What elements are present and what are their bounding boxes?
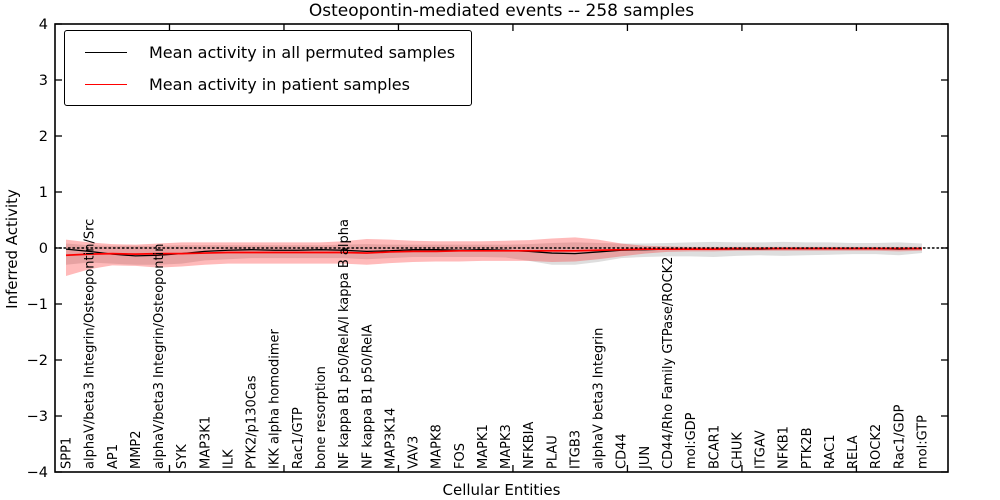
category-label: FOS — [453, 443, 468, 469]
category-label: PLAU — [545, 435, 560, 469]
category-label: CD44 — [615, 433, 630, 469]
category-label: alphaV/beta3 Integrin/Osteopontin — [152, 244, 167, 469]
category-label: AP1 — [106, 444, 121, 469]
category-label: ITGB3 — [568, 430, 583, 469]
category-label: ITGAV — [754, 430, 769, 469]
permuted-line-swatch — [85, 51, 127, 53]
category-label: bone resorption — [314, 366, 329, 469]
category-label: SYK — [175, 444, 190, 469]
category-label: Rac1/GDP — [892, 404, 907, 469]
category-label: PYK2/p130Cas — [245, 375, 260, 469]
category-label: mol:GTP — [916, 415, 931, 469]
y-tick-label: 2 — [39, 129, 48, 145]
y-tick-label: −3 — [27, 409, 48, 425]
category-label: JUN — [638, 446, 653, 470]
category-label: alphaV beta3 Integrin — [592, 328, 607, 469]
patient-samples-range-band — [66, 237, 922, 276]
category-label: MMP2 — [129, 430, 144, 469]
category-label: ILK — [221, 449, 236, 469]
category-label: IKK alpha homodimer — [268, 328, 283, 469]
category-label: MAPK3 — [499, 424, 514, 469]
category-label: Rac1/GTP — [291, 407, 306, 469]
y-tick-label: 4 — [39, 17, 48, 33]
category-label: BCAR1 — [707, 425, 722, 469]
category-label: RAC1 — [823, 434, 838, 469]
category-label: MAPK1 — [476, 424, 491, 469]
category-label: VAV3 — [407, 436, 422, 469]
category-label: NF kappa B1 p50/RelA — [360, 324, 375, 469]
legend: Mean activity in all permuted samples Me… — [64, 30, 473, 106]
x-axis-label: Cellular Entities — [442, 481, 561, 499]
category-label: ROCK2 — [869, 424, 884, 469]
category-label: mol:GDP — [684, 412, 699, 469]
category-label: RELA — [846, 435, 861, 469]
category-label: SPP1 — [60, 437, 75, 469]
category-label: NFKB1 — [777, 426, 792, 469]
category-label: NF kappa B1 p50/RelA/I kappa B alpha — [337, 219, 352, 469]
y-tick-label: 3 — [39, 73, 48, 89]
category-label: CHUK — [730, 432, 745, 469]
y-tick-label: 1 — [39, 185, 48, 201]
y-tick-label: −1 — [27, 297, 48, 313]
y-tick-label: 0 — [39, 241, 48, 257]
patient-line-swatch — [85, 83, 127, 85]
category-label: PTK2B — [800, 428, 815, 470]
category-label: NFKBIA — [522, 422, 537, 469]
legend-item-patient: Mean activity in patient samples — [77, 71, 455, 97]
category-label: MAP3K14 — [383, 408, 398, 469]
category-label: MAPK8 — [430, 424, 445, 469]
category-label: MAP3K1 — [198, 416, 213, 469]
y-tick-label: −2 — [27, 353, 48, 369]
legend-label-permuted: Mean activity in all permuted samples — [149, 42, 456, 62]
y-tick-label: −4 — [27, 465, 48, 481]
category-label: alphaV/beta3 Integrin/Osteopontin/Src — [83, 219, 98, 469]
chart-title: Osteopontin-mediated events -- 258 sampl… — [308, 1, 695, 21]
legend-item-permuted: Mean activity in all permuted samples — [77, 39, 455, 65]
category-label: CD44/Rho Family GTPase/ROCK2 — [661, 257, 676, 469]
legend-label-patient: Mean activity in patient samples — [149, 74, 410, 94]
